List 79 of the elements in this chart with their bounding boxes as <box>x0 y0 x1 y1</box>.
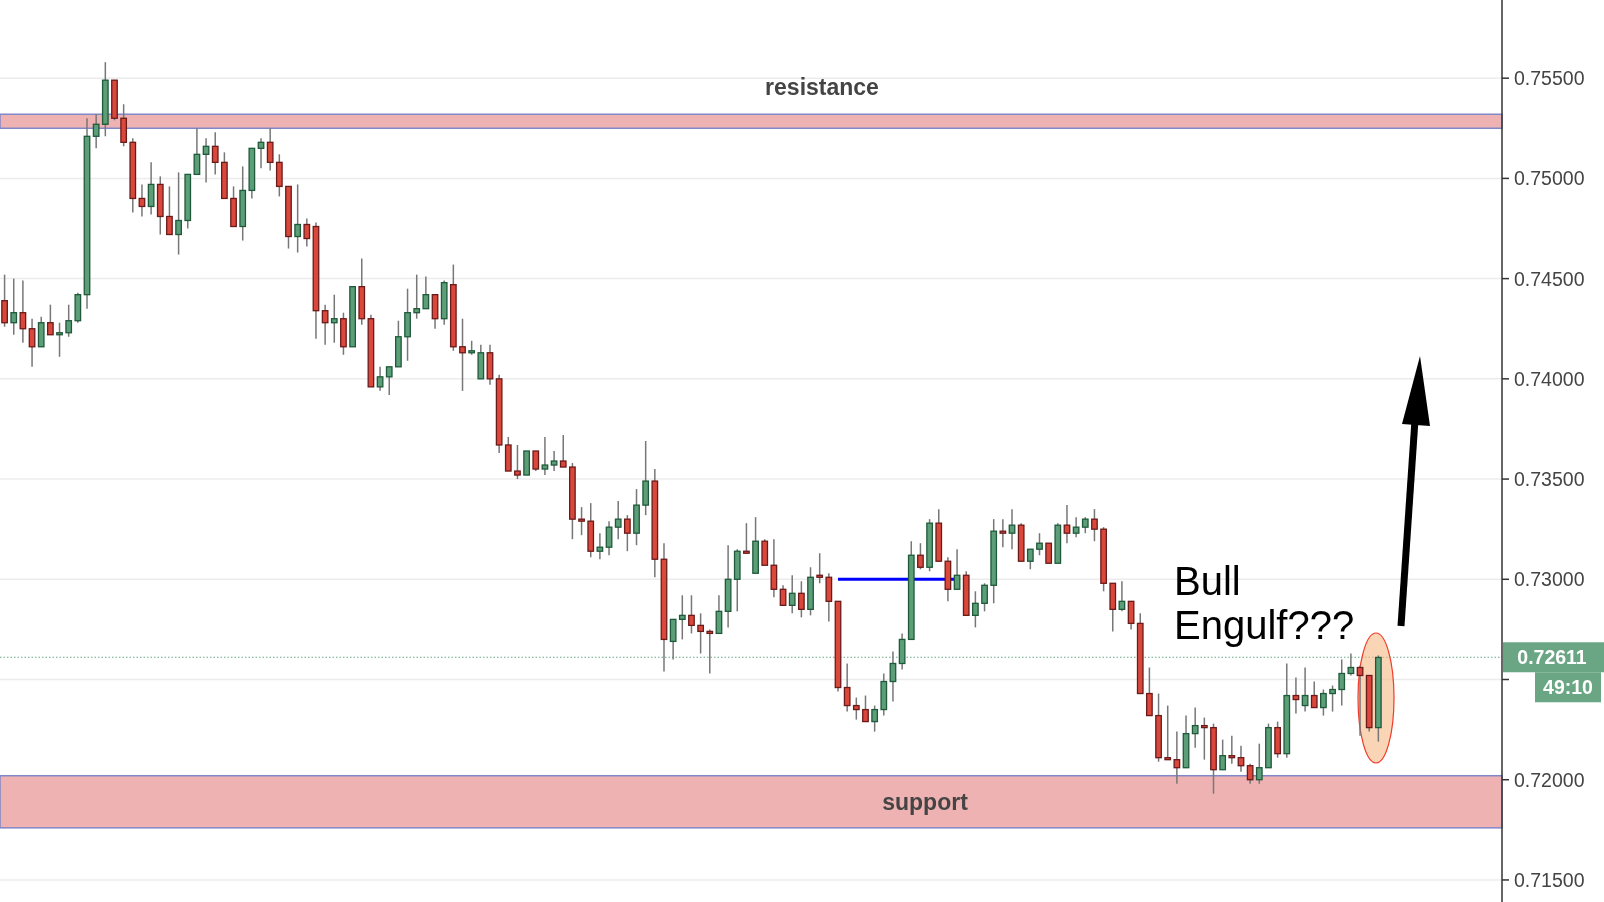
candlestick <box>147 161 155 216</box>
band-label: support <box>882 788 969 815</box>
candlestick <box>669 618 677 661</box>
candlestick <box>688 594 695 635</box>
candlestick <box>971 590 979 629</box>
candlestick <box>596 532 604 560</box>
candlestick <box>1026 548 1034 571</box>
y-tick-label: 0.74500 <box>1514 267 1585 290</box>
y-tick-label: 0.71500 <box>1514 868 1585 891</box>
candlestick <box>917 542 924 571</box>
candlestick <box>678 594 686 641</box>
y-tick-label: 0.75000 <box>1514 167 1585 190</box>
band-label: resistance <box>765 74 879 101</box>
candlestick <box>1036 532 1043 556</box>
candlestick <box>1347 652 1355 677</box>
candlestick <box>1200 716 1208 761</box>
candlestick <box>422 275 430 310</box>
candlestick <box>578 506 585 536</box>
candlestick <box>999 518 1007 548</box>
candlestick <box>852 696 860 721</box>
candlestick <box>541 436 549 476</box>
candlestick <box>459 317 466 392</box>
candlestick <box>46 303 54 336</box>
candlestick <box>559 434 567 468</box>
y-tick-label: 0.73000 <box>1514 568 1585 591</box>
candlestick <box>1191 706 1199 749</box>
candlestick <box>843 662 851 713</box>
candlestick <box>862 694 869 723</box>
candlestick <box>413 273 421 320</box>
y-tick-label: 0.75500 <box>1514 67 1585 90</box>
candlestick <box>743 522 750 554</box>
candlestick <box>532 450 540 472</box>
candlestick <box>65 303 73 338</box>
candlestick <box>1320 688 1327 717</box>
candlestick <box>797 580 805 619</box>
candlestick <box>1329 684 1336 713</box>
candlestick <box>788 574 796 615</box>
text: 49:10 <box>1543 676 1594 699</box>
candlestick <box>1228 734 1236 765</box>
candlestick <box>303 217 311 248</box>
candlestick <box>19 279 27 344</box>
candlestick <box>1219 738 1227 771</box>
candlestick <box>10 277 18 336</box>
candlestick <box>816 552 824 585</box>
candlestick <box>211 131 219 176</box>
candlestick <box>1045 542 1053 564</box>
candlestick <box>56 321 63 358</box>
candlestick <box>321 303 329 346</box>
ref-line-label: 0.72611 <box>1517 646 1587 669</box>
candlestick <box>1246 762 1254 785</box>
candlestick <box>92 113 100 150</box>
candlestick <box>175 171 182 256</box>
candlestick <box>1072 516 1080 538</box>
candlestick <box>1091 508 1098 542</box>
candlestick <box>376 366 384 392</box>
candlestick <box>1338 658 1346 707</box>
y-tick-label: 0.73500 <box>1514 468 1585 491</box>
annotation: Bull Engulf??? <box>1174 559 1355 647</box>
candlestick <box>514 444 521 480</box>
candlestick <box>330 293 338 344</box>
candlestick <box>1 273 8 328</box>
candlestick <box>1310 680 1318 709</box>
candlestick <box>981 582 988 613</box>
candlestick <box>1255 742 1263 785</box>
candlestick <box>697 612 705 655</box>
candlestick <box>623 514 631 552</box>
candlestick <box>1146 666 1153 717</box>
candlestick <box>550 450 558 472</box>
candlestick <box>1173 730 1181 785</box>
candlestick <box>871 704 879 733</box>
candlestick <box>294 183 302 254</box>
y-tick-label: 0.74000 <box>1514 367 1585 390</box>
y-tick-label: 0.72000 <box>1514 768 1585 791</box>
candlestick <box>385 366 393 396</box>
candlestick <box>706 628 714 675</box>
candlestick <box>1164 704 1172 761</box>
candlestick <box>166 185 173 236</box>
candlestick <box>614 500 622 540</box>
candlestick <box>266 127 274 172</box>
